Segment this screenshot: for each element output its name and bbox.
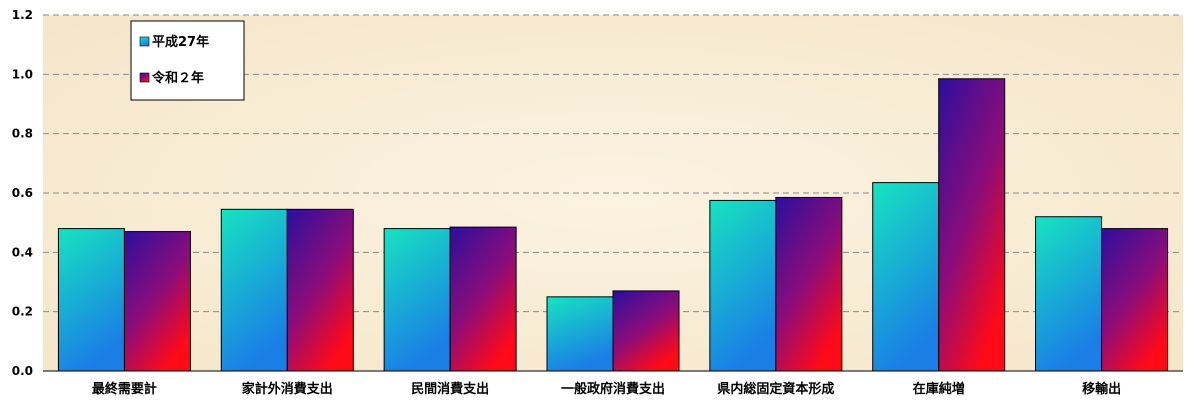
bar-series2-0 (123, 231, 191, 372)
x-category-label: 在庫純増 (913, 381, 965, 397)
bar-series2-5 (938, 78, 1006, 372)
bar-series1-6 (1035, 216, 1103, 372)
x-category-label: 民間消費支出 (411, 381, 489, 397)
y-axis-ticks: 0.0 0.2 0.4 0.6 0.8 1.0 1.2 (12, 8, 33, 378)
bars (57, 78, 1169, 372)
bar-series2-3 (612, 290, 680, 372)
y-tick-label: 0.4 (12, 245, 33, 259)
bar-series2-2 (449, 226, 517, 372)
bar-series1-3 (546, 296, 614, 372)
bar-series2-6 (1101, 228, 1169, 372)
y-tick-label: 0.2 (12, 305, 33, 319)
bar-series1-5 (872, 182, 940, 372)
bar-series1-2 (383, 228, 451, 372)
y-tick-label: 1.0 (12, 67, 33, 81)
x-axis-categories: 最終需要計 家計外消費支出 民間消費支出 一般政府消費支出 県内総固定資本形成 在庫純増 移… (92, 381, 1121, 397)
y-tick-label: 0.0 (12, 364, 33, 378)
x-category-label: 家計外消費支出 (242, 381, 333, 397)
x-category-label: 一般政府消費支出 (561, 381, 665, 397)
legend-label-s2: 令和２年 (152, 70, 204, 86)
bar-series2-1 (286, 208, 354, 372)
x-category-label: 移輸出 (1082, 381, 1121, 397)
x-category-label: 県内総固定資本形成 (717, 381, 834, 397)
legend: 平成27年 令和２年 (130, 20, 245, 101)
legend-swatch-s1 (139, 36, 150, 47)
legend-box (130, 20, 245, 101)
legend-label-s1: 平成27年 (152, 34, 209, 50)
y-tick-label: 0.8 (12, 127, 33, 141)
legend-swatch-s2 (139, 72, 150, 83)
x-category-label: 最終需要計 (92, 381, 157, 397)
bar-series1-0 (57, 228, 125, 372)
bar-series2-4 (775, 196, 843, 372)
bar-series1-1 (220, 208, 288, 372)
bar-series1-4 (709, 199, 777, 372)
y-tick-label: 1.2 (12, 8, 33, 22)
y-tick-label: 0.6 (12, 186, 33, 200)
